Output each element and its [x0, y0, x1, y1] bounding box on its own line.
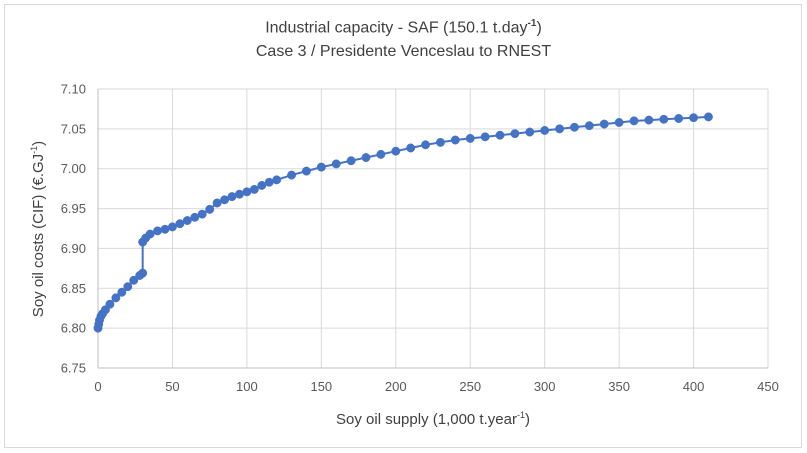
data-point [629, 116, 639, 126]
data-point [703, 112, 713, 122]
data-point [569, 122, 579, 132]
data-point [480, 132, 490, 142]
data-point [220, 195, 230, 205]
y-tick-label: 6.80 [61, 321, 86, 336]
y-tick-label: 6.75 [61, 361, 86, 376]
data-point [346, 156, 356, 166]
y-tick-labels: 6.75 6.80 6.85 6.90 6.95 7.00 7.05 7.10 [61, 82, 86, 376]
y-tick-label: 6.95 [61, 201, 86, 216]
data-point [129, 275, 139, 285]
y-tick-label: 6.85 [61, 281, 86, 296]
chart-title-line2: Case 3 / Presidente Venceslau to RNEST [255, 43, 552, 61]
x-tick-labels: 0 50 100 150 200 250 300 350 400 450 [94, 379, 778, 394]
chart-frame [4, 4, 802, 448]
data-point [331, 159, 341, 169]
data-point [257, 181, 267, 190]
x-axis-label: Soy oil supply (1,000 t.year-1) [336, 410, 530, 428]
x-tick-label: 400 [683, 379, 705, 394]
x-tick-label: 0 [94, 379, 101, 394]
data-point [175, 219, 185, 229]
data-point [117, 287, 127, 297]
data-point [123, 282, 133, 292]
data-point [391, 146, 401, 156]
data-point [182, 216, 192, 225]
data-point [272, 175, 282, 185]
x-tick-label: 300 [534, 379, 556, 394]
data-point [249, 184, 259, 194]
x-tick-label: 450 [757, 379, 779, 394]
x-tick-label: 150 [310, 379, 332, 394]
data-point [287, 170, 297, 180]
data-point [205, 204, 215, 214]
data-point [659, 114, 669, 124]
y-tick-label: 6.90 [61, 241, 86, 256]
data-point [510, 129, 520, 139]
data-point [465, 133, 475, 143]
data-point [435, 137, 445, 147]
data-point [555, 124, 565, 134]
data-point [234, 189, 244, 199]
data-point [376, 149, 386, 159]
series-soy-oil-costs [93, 112, 713, 333]
data-point [153, 226, 163, 236]
x-tick-label: 100 [236, 379, 258, 394]
data-point [614, 118, 624, 127]
data-point [361, 153, 371, 163]
y-tick-label: 7.05 [61, 121, 86, 136]
data-point [138, 268, 148, 278]
x-tick-label: 200 [385, 379, 407, 394]
data-point [105, 299, 115, 309]
data-point [689, 113, 699, 123]
x-tick-label: 50 [165, 379, 179, 394]
axes [97, 89, 768, 369]
data-point [242, 187, 252, 197]
data-point [264, 177, 274, 187]
data-point [160, 224, 170, 234]
y-axis-label: Soy oil costs (CIF) (€.GJ-1) [29, 140, 47, 318]
grid-lines [98, 88, 769, 369]
data-point [584, 121, 594, 131]
x-tick-label: 350 [608, 379, 630, 394]
data-point [674, 114, 684, 123]
data-point [190, 212, 200, 222]
data-point [111, 293, 121, 303]
data-point [421, 140, 431, 150]
data-point [525, 127, 535, 137]
x-tick-label: 250 [459, 379, 481, 394]
data-point [145, 229, 155, 239]
data-point [316, 162, 326, 172]
data-point [212, 198, 222, 208]
data-point [167, 222, 177, 232]
data-point [495, 130, 505, 140]
chart-title: Industrial capacity - SAF (150.1 t.day-1… [0, 12, 807, 64]
chart-title-line1: Industrial capacity - SAF (150.1 t.day-1… [265, 18, 542, 37]
data-point [644, 115, 654, 125]
data-point [227, 192, 237, 202]
y-tick-label: 7.00 [61, 161, 86, 176]
data-point [450, 135, 460, 145]
data-point [599, 119, 609, 129]
data-point [301, 166, 311, 176]
y-tick-label: 7.10 [61, 82, 86, 97]
data-point [406, 143, 416, 153]
data-point [540, 126, 550, 135]
data-point [197, 209, 207, 219]
